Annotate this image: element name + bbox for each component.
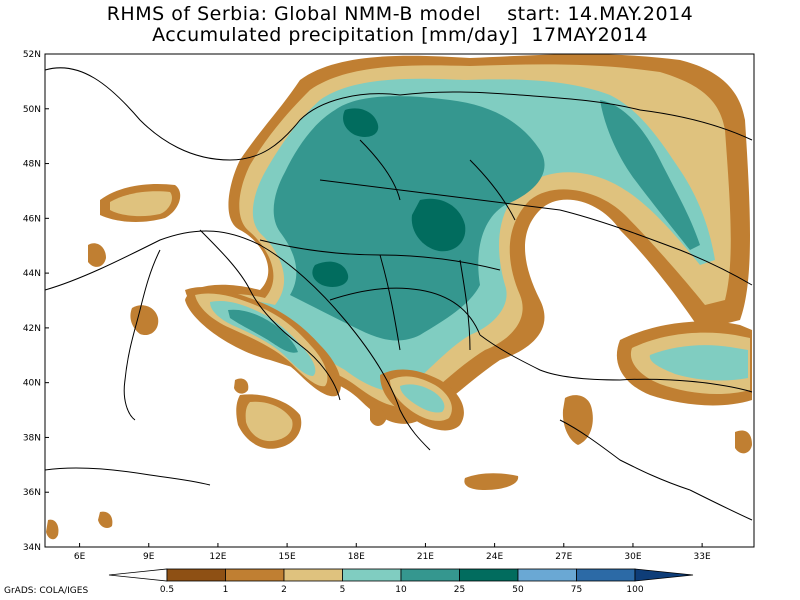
colorbar-box [342, 568, 402, 582]
lon-label: 27E [555, 552, 572, 562]
colorbar-right-arrow [634, 568, 694, 582]
precip-blob-aegean [562, 395, 593, 445]
precip-blob-sw [88, 243, 106, 267]
precip-blob-cyprus [735, 430, 752, 454]
lon-label: 21E [417, 552, 434, 562]
lon-label: 12E [209, 552, 226, 562]
colorbar-threshold-label: 2 [281, 585, 287, 595]
colorbar-threshold-label: 25 [454, 585, 465, 595]
precip-band-south-italy-tan [245, 401, 293, 442]
lat-label: 48N [23, 160, 41, 170]
credit-text: GrADS: COLA/IGES [4, 586, 89, 596]
colorbar-box [576, 568, 636, 582]
lat-label: 42N [23, 324, 41, 334]
precip-core-25-50 [411, 198, 466, 252]
colorbar-box [459, 568, 519, 582]
precip-blob-corsica [130, 305, 159, 336]
precip-blob-crete [464, 473, 519, 490]
colorbar-box [283, 568, 343, 582]
lat-label: 36N [23, 488, 41, 498]
precip-blob-ionian [234, 378, 249, 394]
lat-label: 38N [23, 433, 41, 443]
map-frame-border [44, 53, 755, 548]
longitude-labels: 6E 9E 12E 15E 18E 21E 24E 27E 30E 33E [74, 543, 711, 562]
map-title-line2: Accumulated precipitation [mm/day] 17MAY… [152, 24, 648, 46]
lon-label: 30E [624, 552, 641, 562]
lon-label: 18E [348, 552, 365, 562]
colorbar-threshold-label: 100 [626, 585, 643, 595]
lat-label: 52N [23, 50, 41, 60]
precip-band-italy-mid [228, 309, 298, 353]
lat-label: 34N [23, 543, 41, 553]
colorbar-threshold-label: 0.5 [160, 585, 174, 595]
precipitation-field [45, 54, 753, 540]
colorbar-threshold-label: 10 [395, 585, 407, 595]
colorbar-box [517, 568, 577, 582]
lon-label: 15E [279, 552, 296, 562]
colorbar: 0.5 1 2 5 10 25 50 75 100 [108, 568, 694, 595]
colorbar-threshold-label: 75 [571, 585, 582, 595]
lon-label: 6E [74, 552, 86, 562]
lat-label: 46N [23, 214, 41, 224]
colorbar-box [166, 568, 226, 582]
precip-core-25-50-central [312, 261, 349, 287]
lat-label: 50N [23, 105, 41, 115]
colorbar-box [400, 568, 460, 582]
lat-label: 40N [23, 379, 41, 389]
precip-blob-africa [46, 519, 59, 540]
colorbar-threshold-label: 1 [223, 585, 229, 595]
precip-blob-sicily [370, 407, 386, 426]
colorbar-left-arrow [108, 568, 168, 582]
lon-label: 9E [143, 552, 155, 562]
latitude-labels: 52N 50N 48N 46N 44N 42N 40N 38N 36N 34N [23, 50, 49, 553]
colorbar-threshold-label: 5 [340, 585, 346, 595]
precip-blob-west-tan [110, 191, 172, 217]
precip-blob-africa2 [98, 511, 113, 528]
lat-label: 44N [23, 269, 41, 279]
lon-label: 33E [694, 552, 711, 562]
colorbar-box [225, 568, 285, 582]
colorbar-threshold-label: 50 [512, 585, 524, 595]
precip-core-25-50-north [343, 108, 379, 137]
coastlines-borders [45, 67, 753, 521]
precip-band-greece-teal [400, 384, 445, 413]
map-title-line1: RHMS of Serbia: Global NMM-B model start… [106, 3, 694, 25]
lon-label: 24E [486, 552, 503, 562]
precip-band-turkey-teal [649, 345, 748, 381]
precip-band-10-25-east [600, 100, 700, 250]
